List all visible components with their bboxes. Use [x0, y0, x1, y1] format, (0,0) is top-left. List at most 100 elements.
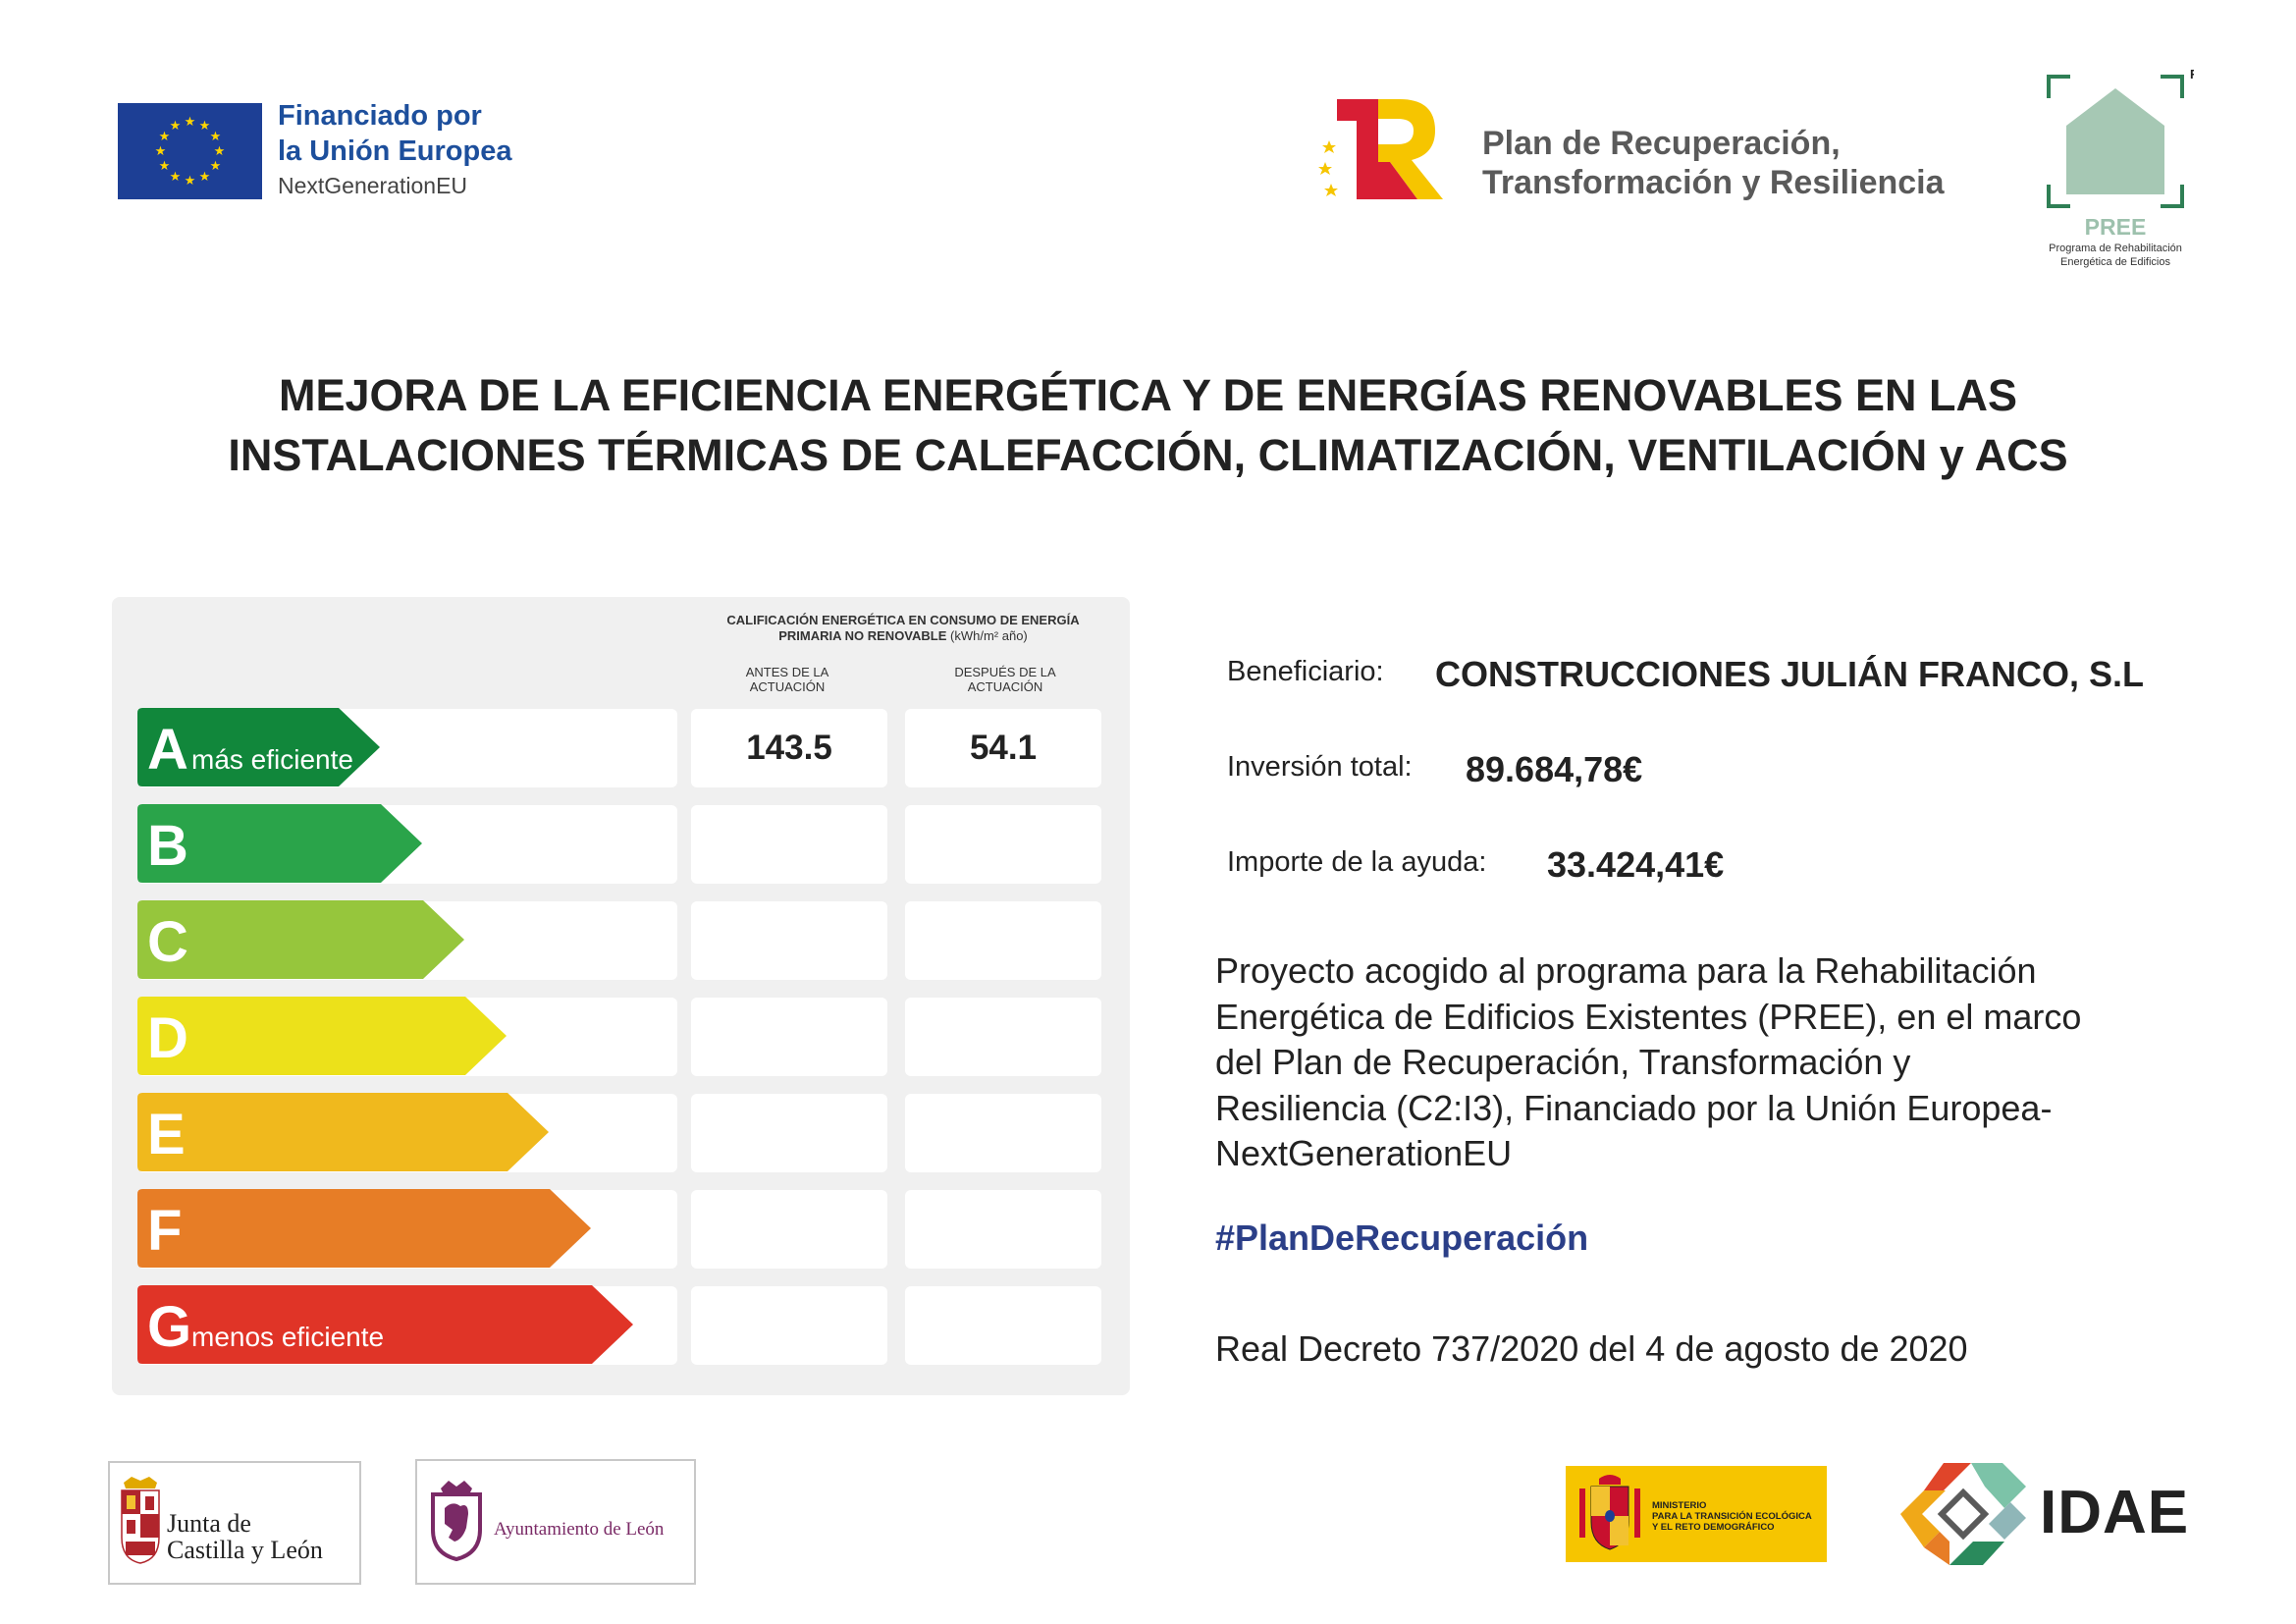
project-line-3: del Plan de Recuperación, Transformación… [1215, 1042, 1911, 1082]
project-line-5: NextGenerationEU [1215, 1133, 1513, 1173]
eu-star: ★ [155, 144, 167, 159]
beneficiary-value: CONSTRUCCIONES JULIÁN FRANCO, S.L [1435, 654, 2145, 694]
title-line-2: INSTALACIONES TÉRMICAS DE CALEFACCIÓN, C… [228, 430, 2068, 480]
energy-value-before: 143.5 [746, 729, 832, 767]
pree-sub-line-2: Energética de Edificios [2060, 256, 2170, 268]
energy-class-shape [137, 1189, 591, 1268]
energy-class-letter: A [147, 718, 188, 782]
energy-cell-before: 143.5 [691, 709, 887, 787]
jcyl-text: Junta de Castilla y León [167, 1510, 323, 1563]
energy-cell-after [905, 1094, 1101, 1172]
energy-cell-before [691, 1286, 887, 1365]
energy-header-unit: (kWh/m² año) [950, 628, 1028, 643]
energy-class-shape [137, 900, 464, 979]
jcyl-line-2: Castilla y León [167, 1536, 323, 1564]
eu-stars-icon: ★★★★★★★★★ ★ ★★ [155, 115, 226, 189]
energy-cell-before [691, 1094, 887, 1172]
energy-value-after: 54.1 [969, 729, 1038, 767]
prtr-logo-icon [1318, 99, 1443, 199]
col-after-line-1: DESPUÉS DE LA [954, 665, 1056, 679]
leon-logo [415, 1459, 696, 1585]
eu-star: ★ [199, 170, 211, 185]
ministry-line-1: MINISTERIO [1652, 1500, 1707, 1511]
energy-header-line-1: CALIFICACIÓN ENERGÉTICA EN CONSUMO DE EN… [726, 613, 1080, 627]
eu-star: ★ [185, 115, 196, 130]
jcyl-shield-icon [121, 1477, 160, 1564]
column-header-after: DESPUÉS DE LA ACTUACIÓN [907, 665, 1103, 694]
project-line-2: Energética de Edificios Existentes (PREE… [1215, 996, 2082, 1037]
prtr-text: Plan de Recuperación, Transformación y R… [1482, 124, 2032, 202]
energy-class-letter: C [147, 910, 188, 974]
spain-coat-of-arms-icon [1579, 1475, 1640, 1550]
beneficiary-label: Beneficiario: [1227, 656, 1384, 687]
pree-house-icon: R [2047, 69, 2194, 208]
energy-class-arrow-c: C [137, 900, 464, 979]
hashtag: #PlanDeRecuperación [1215, 1218, 1589, 1258]
energy-cell-after [905, 1190, 1101, 1269]
energy-cell-before [691, 805, 887, 884]
project-description: Proyecto acogido al programa para la Reh… [1215, 948, 2177, 1177]
eu-star: ★ [159, 159, 171, 174]
ministry-line-2: PARA LA TRANSICIÓN ECOLÓGICA [1652, 1511, 1812, 1522]
investment-label: Inversión total: [1227, 751, 1413, 783]
ministry-line-3: Y EL RETO DEMOGRÁFICO [1652, 1522, 1775, 1533]
project-line-4: Resiliencia (C2:I3), Financiado por la U… [1215, 1087, 2053, 1128]
jcyl-logo [108, 1461, 361, 1585]
eu-flag-icon: ★ ★ ★ ★ ★ ★ ★ ★ ★ ★ ★ ★ [118, 103, 262, 199]
investment-value: 89.684,78€ [1466, 749, 1643, 789]
page-title: MEJORA DE LA EFICIENCIA ENERGÉTICA Y DE … [59, 365, 2237, 485]
eu-line-1: Financiado por [278, 100, 482, 132]
leon-shield-icon [431, 1481, 482, 1561]
prtr-line-1: Plan de Recuperación, [1482, 125, 1841, 162]
energy-cell-before [691, 1190, 887, 1269]
eu-line-2: la Unión Europea [278, 135, 512, 167]
title-line-1: MEJORA DE LA EFICIENCIA ENERGÉTICA Y DE … [278, 370, 2018, 420]
col-after-line-2: ACTUACIÓN [967, 679, 1043, 694]
eu-funding-text: Financiado por la Unión Europea NextGene… [278, 98, 592, 202]
project-line-1: Proyecto acogido al programa para la Reh… [1215, 950, 2037, 991]
energy-class-arrow-d: D [137, 997, 507, 1075]
pree-sub-line-1: Programa de Rehabilitación [2049, 243, 2182, 254]
energy-class-arrow-b: B [137, 804, 422, 883]
ministry-logo [1566, 1466, 1827, 1562]
column-header-before: ANTES DE LA ACTUACIÓN [689, 665, 885, 694]
eu-star: ★ [214, 144, 226, 159]
energy-class-shape [137, 1285, 633, 1364]
energy-cell-before [691, 998, 887, 1076]
energy-class-letter: E [147, 1103, 186, 1166]
eu-star: ★ [185, 174, 196, 189]
ministry-text: MINISTERIO PARA LA TRANSICIÓN ECOLÓGICA … [1652, 1500, 1812, 1533]
prtr-line-2: Transformación y Resiliencia [1482, 164, 1945, 201]
energy-cell-after [905, 805, 1101, 884]
energy-label-header: CALIFICACIÓN ENERGÉTICA EN CONSUMO DE EN… [677, 613, 1129, 644]
energy-class-shape [137, 804, 422, 883]
energy-class-letter: B [147, 814, 188, 878]
energy-class-shape [137, 708, 380, 786]
eu-star: ★ [159, 130, 171, 144]
eu-star: ★ [210, 159, 222, 174]
energy-class-description: más eficiente [191, 744, 353, 775]
leon-text: Ayuntamiento de León [494, 1519, 665, 1540]
pree-label: PREE [2084, 214, 2147, 240]
eu-star: ★ [170, 119, 182, 134]
decree-text: Real Decreto 737/2020 del 4 de agosto de… [1215, 1328, 1968, 1369]
idae-text: IDAE [2040, 1479, 2190, 1546]
energy-class-shape [137, 997, 507, 1075]
energy-cell-after: 54.1 [905, 709, 1101, 787]
eu-star: ★ [210, 130, 222, 144]
aid-label: Importe de la ayuda: [1227, 846, 1487, 878]
aid-value: 33.424,41€ [1547, 844, 1725, 885]
energy-header-line-2: PRIMARIA NO RENOVABLE [778, 628, 947, 643]
energy-class-letter: D [147, 1006, 188, 1070]
pree-subtitle: Programa de Rehabilitación Energética de… [2027, 242, 2204, 269]
energy-class-letter: F [147, 1199, 182, 1263]
energy-class-arrow-f: F [137, 1189, 591, 1268]
energy-cell-after [905, 901, 1101, 980]
energy-cell-after [905, 998, 1101, 1076]
col-before-line-1: ANTES DE LA [745, 665, 829, 679]
idae-logo-icon [1900, 1463, 2026, 1565]
energy-class-letter: G [147, 1295, 191, 1359]
eu-line-3: NextGenerationEU [278, 173, 468, 198]
eu-star: ★ [170, 170, 182, 185]
